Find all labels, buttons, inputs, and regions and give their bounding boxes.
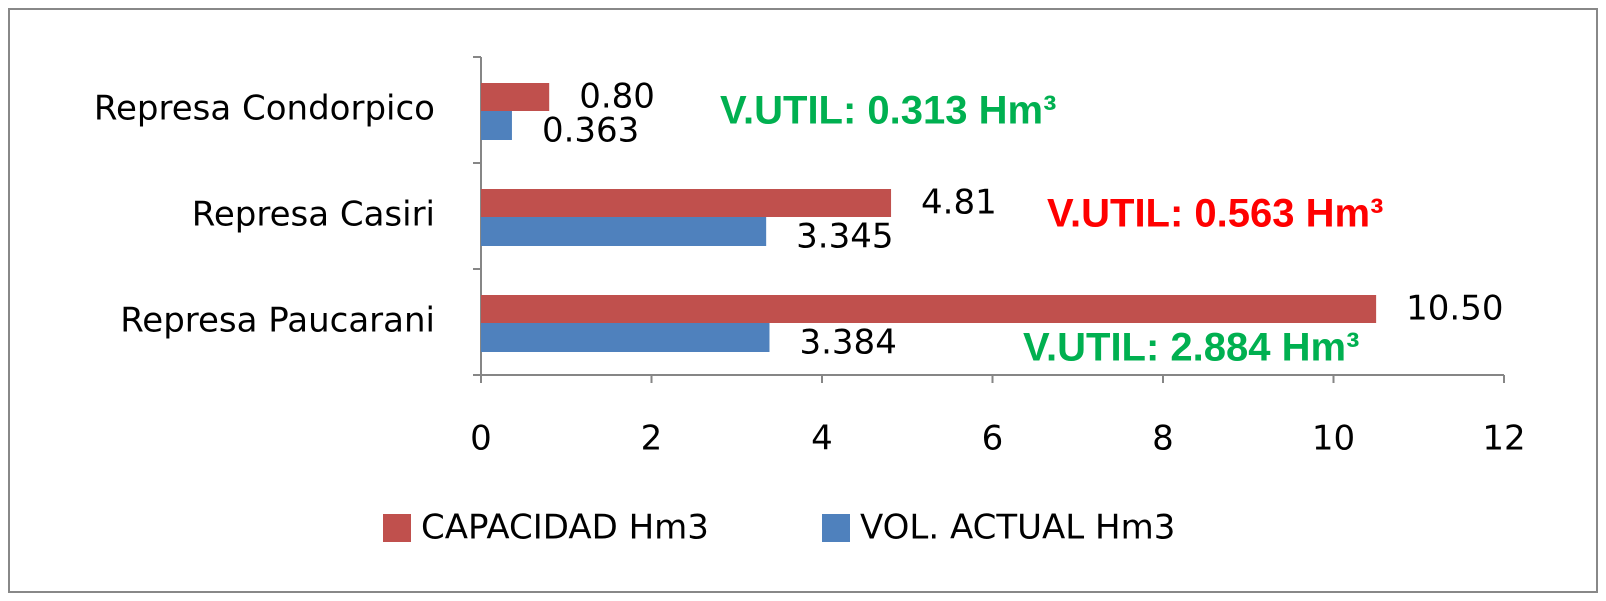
legend-swatch [822, 514, 850, 542]
value-label: 3.345 [796, 217, 893, 257]
annotation: V.UTIL: 0.313 Hm³ [720, 89, 1056, 133]
bar [481, 189, 892, 217]
category-label: Represa Paucarani [120, 301, 435, 341]
legend-label: CAPACIDAD Hm3 [421, 508, 709, 548]
x-tick-label: 8 [1152, 419, 1174, 459]
bar [481, 111, 512, 140]
category-label: Represa Condorpico [94, 89, 435, 129]
bar [481, 295, 1377, 323]
legend-label: VOL. ACTUAL Hm3 [860, 508, 1175, 548]
x-tick-label: 10 [1312, 419, 1355, 459]
legend-swatch [383, 514, 411, 542]
value-label: 10.50 [1406, 289, 1503, 329]
x-tick-label: 0 [470, 419, 492, 459]
value-label: 0.363 [542, 111, 639, 151]
value-label: 4.81 [921, 183, 997, 223]
x-tick-label: 2 [641, 419, 663, 459]
value-label: 3.384 [799, 323, 896, 363]
bar [481, 83, 550, 111]
x-tick-label: 4 [811, 419, 833, 459]
value-label: 0.80 [579, 77, 655, 117]
annotation: V.UTIL: 2.884 Hm³ [1023, 326, 1359, 370]
bar [481, 323, 770, 352]
annotation: V.UTIL: 0.563 Hm³ [1047, 192, 1383, 236]
bar [481, 217, 767, 246]
x-tick-label: 6 [982, 419, 1004, 459]
category-label: Represa Casiri [192, 195, 435, 235]
x-tick-label: 12 [1482, 419, 1525, 459]
